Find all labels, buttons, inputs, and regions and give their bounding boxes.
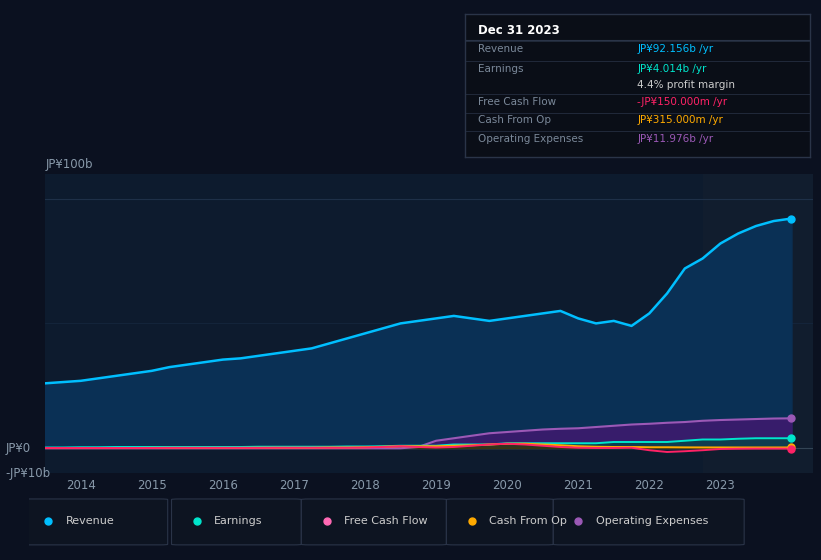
Text: Cash From Op: Cash From Op xyxy=(489,516,567,526)
Text: Free Cash Flow: Free Cash Flow xyxy=(479,97,557,107)
Bar xyxy=(703,174,813,473)
Text: Revenue: Revenue xyxy=(66,516,114,526)
Text: JP¥92.156b /yr: JP¥92.156b /yr xyxy=(637,44,713,54)
Text: Dec 31 2023: Dec 31 2023 xyxy=(479,24,560,37)
FancyBboxPatch shape xyxy=(553,499,744,545)
FancyBboxPatch shape xyxy=(447,499,553,545)
Text: -JP¥10b: -JP¥10b xyxy=(6,466,51,480)
Text: Operating Expenses: Operating Expenses xyxy=(479,134,584,144)
Text: JP¥100b: JP¥100b xyxy=(45,158,93,171)
Text: JP¥315.000m /yr: JP¥315.000m /yr xyxy=(637,115,723,125)
Text: 4.4% profit margin: 4.4% profit margin xyxy=(637,80,735,90)
FancyBboxPatch shape xyxy=(301,499,447,545)
Text: Operating Expenses: Operating Expenses xyxy=(596,516,709,526)
Text: Free Cash Flow: Free Cash Flow xyxy=(344,516,428,526)
Text: Revenue: Revenue xyxy=(479,44,524,54)
Text: JP¥11.976b /yr: JP¥11.976b /yr xyxy=(637,134,713,144)
Text: Cash From Op: Cash From Op xyxy=(479,115,552,125)
FancyBboxPatch shape xyxy=(23,499,167,545)
Text: JP¥4.014b /yr: JP¥4.014b /yr xyxy=(637,64,707,74)
Text: -JP¥150.000m /yr: -JP¥150.000m /yr xyxy=(637,97,727,107)
Text: Earnings: Earnings xyxy=(479,64,524,74)
FancyBboxPatch shape xyxy=(172,499,301,545)
Text: JP¥0: JP¥0 xyxy=(6,442,31,455)
Text: Earnings: Earnings xyxy=(214,516,263,526)
